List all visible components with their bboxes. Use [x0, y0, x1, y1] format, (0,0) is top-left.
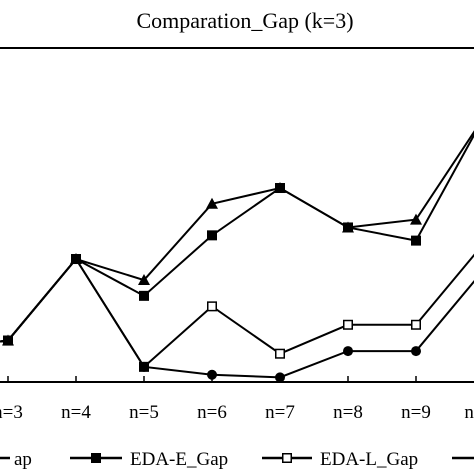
point-circle [3, 335, 13, 346]
point-open-square [343, 319, 353, 330]
series-layer [0, 130, 474, 383]
point-square [91, 453, 101, 463]
axes [0, 47, 474, 383]
point-open-square [207, 301, 217, 312]
legend-item-1: EDA-E_Gap [70, 449, 228, 470]
x-tick-label: n=5 [129, 402, 159, 423]
point-open-square [282, 453, 292, 463]
legend-label: EDA-E_Gap [130, 449, 228, 470]
point-open-square [275, 348, 285, 359]
x-tick-label: n=7 [265, 402, 295, 423]
point-square [411, 235, 421, 246]
point-circle [275, 372, 285, 383]
point-circle [139, 361, 149, 372]
chart-title: Comparation_Gap (k=3) [136, 8, 353, 33]
point-circle [411, 346, 421, 357]
legend: ap EDA-E_Gap EDA-L_Gap [0, 449, 474, 470]
series-1 [0, 133, 474, 346]
point-circle [207, 369, 217, 380]
legend-item-2: EDA-L_Gap [262, 449, 418, 470]
point-triangle [206, 197, 218, 209]
x-tick-label: n=9 [401, 402, 431, 423]
x-ticks: n=2n=3n=4n=5n=6n=7n=8n=9n=10 [0, 376, 474, 423]
series-3 [0, 254, 474, 383]
series-line [0, 133, 474, 343]
point-circle [71, 254, 81, 265]
point-triangle [410, 213, 422, 225]
legend-label: EDA-L_Gap [320, 449, 418, 470]
point-square [275, 183, 285, 194]
x-tick-label: n=8 [333, 402, 363, 423]
x-tick-label: n=3 [0, 402, 23, 423]
legend-label: ap [14, 449, 32, 470]
point-square [207, 230, 217, 241]
series-line [0, 257, 474, 379]
point-open-square [411, 319, 421, 330]
series-line [0, 130, 474, 343]
point-square [139, 290, 149, 301]
point-square [343, 222, 353, 233]
x-tick-label: n=4 [61, 402, 91, 423]
legend-item-0: ap [0, 449, 32, 470]
point-circle [343, 346, 353, 357]
series-0 [0, 130, 474, 346]
x-tick-label: n=6 [197, 402, 227, 423]
x-tick-label: n=10 [464, 402, 474, 423]
point-triangle [138, 274, 150, 286]
